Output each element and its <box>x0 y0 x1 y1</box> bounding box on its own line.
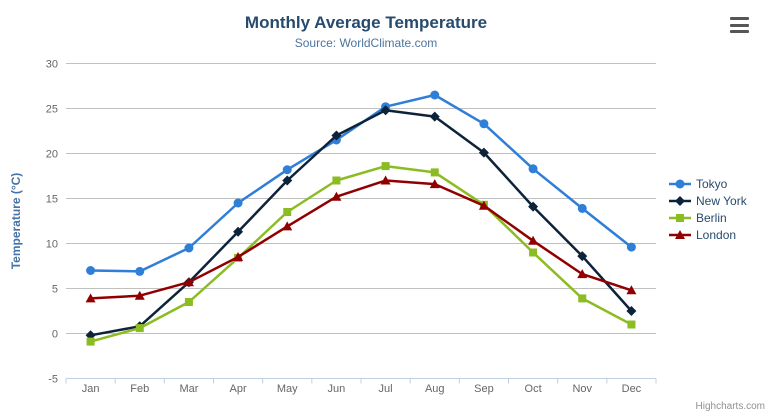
highcharts-credit-link[interactable]: Highcharts.com <box>695 401 765 412</box>
data-point[interactable] <box>626 285 637 295</box>
data-point[interactable] <box>430 168 439 177</box>
data-point[interactable] <box>86 337 95 346</box>
x-axis-tick-label: Nov <box>572 383 592 395</box>
data-point[interactable] <box>282 175 293 186</box>
data-point[interactable] <box>626 242 636 252</box>
chart-title: Monthly Average Temperature <box>244 13 488 32</box>
data-point[interactable] <box>479 119 489 129</box>
hamburger-icon <box>730 23 749 27</box>
data-point[interactable] <box>331 130 342 141</box>
x-axis-tick-label: Oct <box>525 383 542 395</box>
hamburger-icon <box>730 17 749 20</box>
legend-item-berlin[interactable]: Berlin <box>669 209 747 226</box>
data-point[interactable] <box>430 90 440 100</box>
legend-marker-diamond-icon <box>669 195 691 206</box>
data-point[interactable] <box>380 105 391 116</box>
data-point[interactable] <box>282 221 293 231</box>
y-axis-tick-label: 20 <box>46 149 58 161</box>
data-point[interactable] <box>528 235 539 245</box>
legend-marker <box>676 213 684 222</box>
series-line-london[interactable] <box>89 179 633 300</box>
y-axis-tick-label: 10 <box>46 239 58 251</box>
data-point[interactable] <box>332 176 341 185</box>
export-menu-button[interactable] <box>730 16 750 34</box>
data-point[interactable] <box>528 164 538 174</box>
x-axis-tick-label: Dec <box>622 383 642 395</box>
y-axis-title: Temperature (°C) <box>9 173 23 270</box>
legend-marker-circle-icon <box>669 179 691 188</box>
data-point[interactable] <box>85 293 96 303</box>
legend-label: Berlin <box>696 210 727 225</box>
data-point[interactable] <box>184 243 194 253</box>
series-line-tokyo[interactable] <box>89 93 633 273</box>
x-axis-tick-label: Feb <box>130 383 149 395</box>
legend-marker <box>675 229 685 239</box>
series-line-berlin[interactable] <box>89 164 633 343</box>
data-point[interactable] <box>577 251 588 262</box>
data-point[interactable] <box>577 203 587 213</box>
data-point[interactable] <box>283 208 292 216</box>
legend-label: Tokyo <box>696 176 728 191</box>
x-axis-tick-label: Apr <box>230 383 247 395</box>
x-axis-tick-label: Aug <box>425 383 445 395</box>
data-point[interactable] <box>577 269 588 279</box>
chart-subtitle: Source: WorldClimate.com <box>294 36 438 50</box>
legend-label: London <box>696 227 737 242</box>
data-point[interactable] <box>528 201 539 212</box>
legend-marker <box>675 179 685 188</box>
x-axis-tick-label: Mar <box>179 383 198 395</box>
y-axis-tick-label: 30 <box>46 59 58 71</box>
data-point[interactable] <box>86 266 96 275</box>
data-point[interactable] <box>331 191 342 201</box>
data-point[interactable] <box>626 306 637 316</box>
data-point[interactable] <box>529 248 538 257</box>
x-axis-tick-label: May <box>277 383 298 395</box>
x-axis-tick-label: Jun <box>328 383 346 395</box>
y-axis-tick-label: 15 <box>46 194 58 206</box>
legend-item-tokyo[interactable]: Tokyo <box>669 175 747 192</box>
legend-marker <box>675 195 685 206</box>
data-point[interactable] <box>478 200 489 210</box>
legend-label: New York <box>696 193 747 208</box>
data-point[interactable] <box>233 226 244 237</box>
data-point[interactable] <box>282 165 292 175</box>
data-point[interactable] <box>183 277 194 287</box>
hamburger-icon <box>730 30 749 33</box>
series-line-new-york[interactable] <box>89 109 633 337</box>
y-axis-tick-label: 5 <box>52 284 58 296</box>
x-axis-tick-label: Jul <box>379 383 393 395</box>
data-point[interactable] <box>135 324 144 333</box>
data-point[interactable] <box>134 290 145 300</box>
data-point[interactable] <box>381 162 390 171</box>
legend-marker-triangle-icon <box>669 229 691 239</box>
data-point[interactable] <box>135 266 145 276</box>
legend-marker-square-icon <box>669 213 691 222</box>
data-point[interactable] <box>380 175 391 185</box>
data-point[interactable] <box>233 252 244 261</box>
x-axis-tick-label: Jan <box>82 383 100 395</box>
x-axis-tick-label: Sep <box>474 383 494 395</box>
y-axis-tick-label: 25 <box>46 104 58 116</box>
data-point[interactable] <box>627 320 636 329</box>
data-point[interactable] <box>233 198 243 208</box>
y-axis-tick-label: -5 <box>48 374 58 386</box>
legend-item-new-york[interactable]: New York <box>669 192 747 209</box>
legend: Tokyo New York Berlin London <box>669 175 747 243</box>
legend-item-london[interactable]: London <box>669 226 747 243</box>
data-point[interactable] <box>429 179 440 189</box>
y-axis-tick-label: 0 <box>52 329 58 341</box>
data-point[interactable] <box>578 294 587 303</box>
data-point[interactable] <box>478 147 489 158</box>
data-point[interactable] <box>429 111 440 122</box>
data-point[interactable] <box>184 298 193 306</box>
